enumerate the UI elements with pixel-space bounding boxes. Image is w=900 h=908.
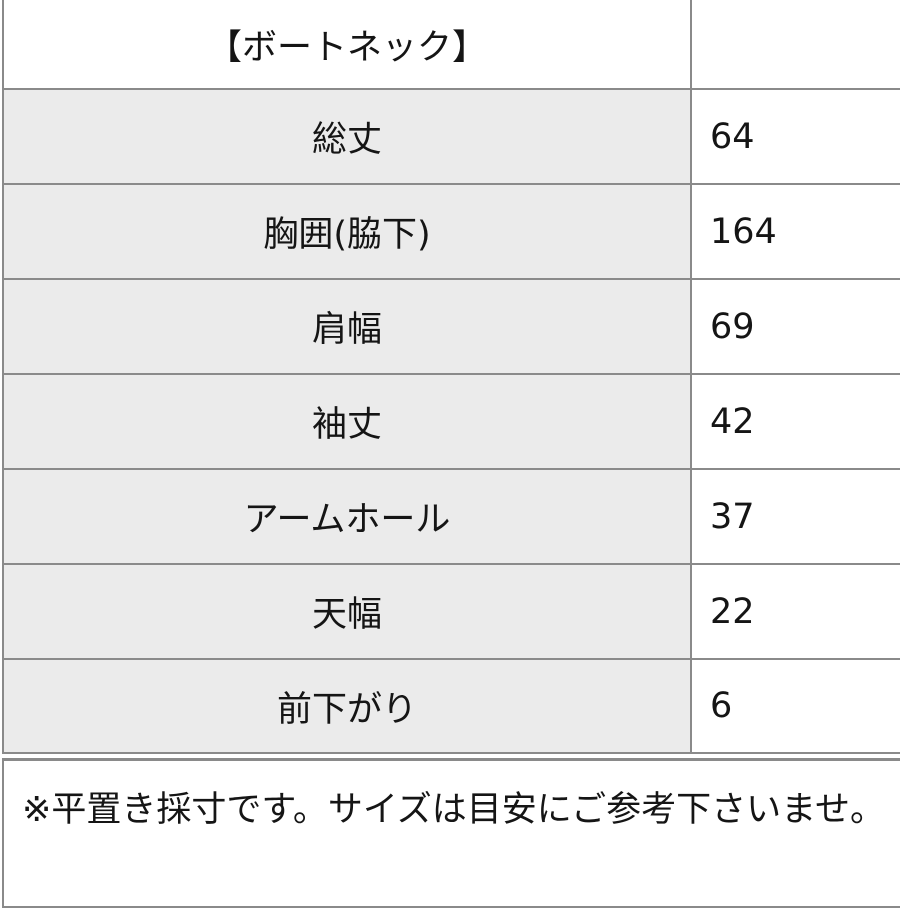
measurement-note: ※平置き採寸です。サイズは目安にご参考下さいませ。 xyxy=(2,758,900,908)
row-label: 前下がり xyxy=(2,658,690,754)
header-value xyxy=(690,0,900,90)
row-label: 胸囲(脇下) xyxy=(2,183,690,280)
row-value: 6 xyxy=(690,658,900,754)
row-value: 69 xyxy=(690,278,900,375)
row-value: 22 xyxy=(690,563,900,660)
row-value: 164 xyxy=(690,183,900,280)
header-label: 【ボートネック】 xyxy=(2,0,690,90)
row-value: 37 xyxy=(690,468,900,565)
row-label: 袖丈 xyxy=(2,373,690,470)
table-header-row: 【ボートネック】 xyxy=(2,0,900,90)
table-row: 総丈 64 xyxy=(2,88,900,185)
table-row: アームホール 37 xyxy=(2,468,900,565)
row-value: 64 xyxy=(690,88,900,185)
row-label: アームホール xyxy=(2,468,690,565)
table-row: 袖丈 42 xyxy=(2,373,900,470)
table-row: 天幅 22 xyxy=(2,563,900,660)
note-text: ※平置き採寸です。サイズは目安にご参考下さいませ。 xyxy=(22,790,886,830)
table-row: 肩幅 69 xyxy=(2,278,900,375)
row-label: 天幅 xyxy=(2,563,690,660)
table-row: 前下がり 6 xyxy=(2,658,900,754)
row-label: 肩幅 xyxy=(2,278,690,375)
row-value: 42 xyxy=(690,373,900,470)
row-label: 総丈 xyxy=(2,88,690,185)
table-row: 胸囲(脇下) 164 xyxy=(2,183,900,280)
